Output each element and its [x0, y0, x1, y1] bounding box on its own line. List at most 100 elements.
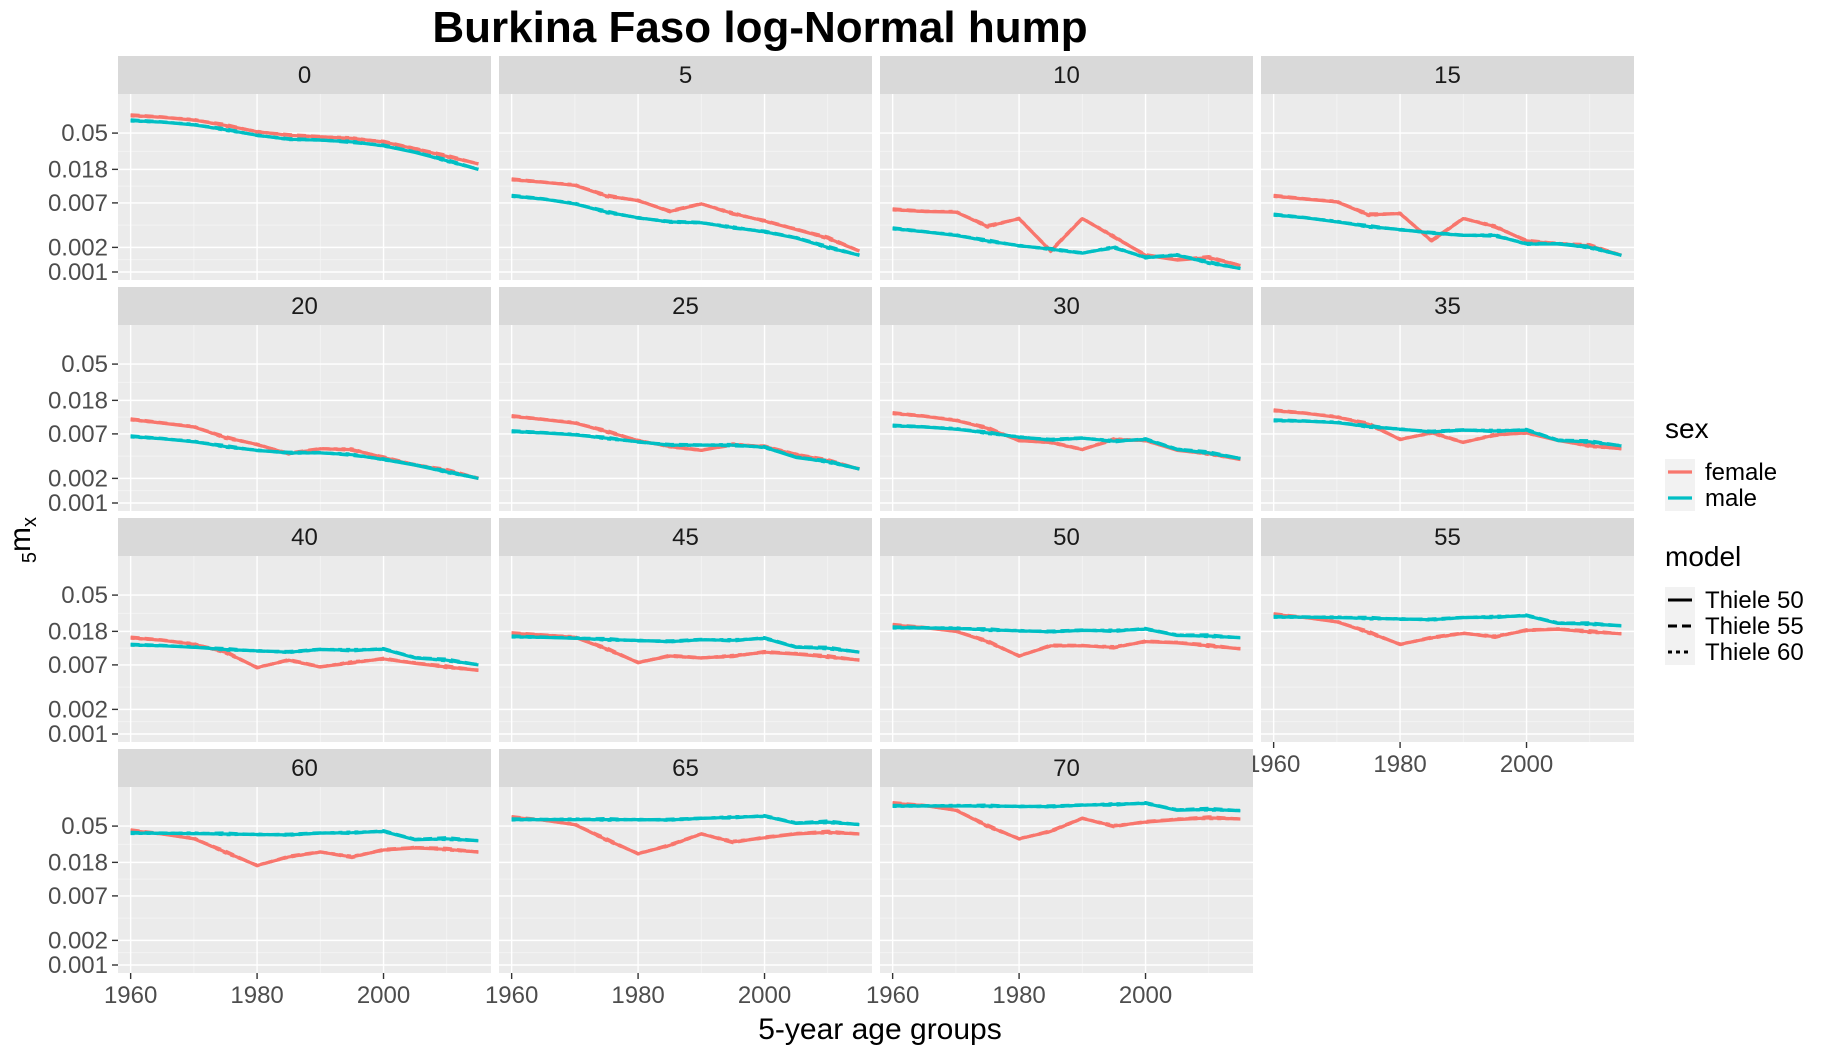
y-tick-label: 0.002 — [48, 234, 108, 261]
facet-strip-label: 40 — [291, 524, 318, 551]
series-line-male-model-3 — [892, 802, 1241, 812]
facet-strip-label: 30 — [1053, 293, 1080, 320]
facet-strip — [880, 56, 1253, 94]
series-line-male-model-3 — [892, 227, 1241, 270]
y-tick-label: 0.002 — [48, 696, 108, 723]
y-tick-label: 0.007 — [48, 190, 108, 217]
legend-label-female: female — [1705, 459, 1777, 486]
series-line-male-model-3 — [1273, 419, 1622, 448]
series-line-female-model-3 — [130, 829, 479, 867]
series-line-male-model-3 — [1273, 614, 1622, 628]
legend-label-model-3: Thiele 60 — [1705, 639, 1804, 666]
facet-strip — [118, 287, 491, 325]
x-tick-label: 1980 — [230, 982, 283, 1009]
facet-panel-70: 70 1960 1980 2000 — [866, 749, 1253, 1009]
series-line-female-model-3 — [130, 636, 479, 672]
svg-text:5mx: 5mx — [4, 517, 41, 563]
series-line-male-model-3 — [892, 424, 1241, 460]
facet-panel-35: 35 — [1261, 287, 1634, 511]
facet-panel-45: 45 — [499, 518, 872, 742]
series-line-male-model-3 — [130, 119, 479, 171]
facet-strip — [118, 749, 491, 787]
series-line-female-model-3 — [892, 802, 1241, 841]
facet-strip-label: 15 — [1434, 62, 1461, 89]
facet-strip-label: 25 — [672, 293, 699, 320]
facet-strip-label: 5 — [679, 62, 692, 89]
y-tick-label: 0.002 — [48, 465, 108, 492]
y-tick-label: 0.05 — [61, 582, 108, 609]
x-tick-label: 2000 — [1119, 982, 1172, 1009]
x-tick-label: 1980 — [611, 982, 664, 1009]
facet-panel-55: 55 1960 1980 2000 — [1247, 518, 1634, 778]
facet-strip — [499, 287, 872, 325]
facet-strip-label: 50 — [1053, 524, 1080, 551]
series-line-male-model-3 — [511, 430, 860, 471]
facet-strip — [880, 287, 1253, 325]
series-line-female-model-3 — [511, 816, 860, 855]
series-line-female-model-3 — [130, 114, 479, 166]
y-tick-label: 0.001 — [48, 952, 108, 979]
series-line-male-model-3 — [892, 626, 1241, 640]
y-axis-title-subscript-x: x — [19, 517, 41, 527]
y-tick-label: 0.018 — [48, 849, 108, 876]
x-tick-label: 1980 — [1373, 751, 1426, 778]
series-line-female-model-3 — [511, 415, 860, 471]
y-tick-label: 0.05 — [61, 813, 108, 840]
y-tick-label: 0.001 — [48, 721, 108, 748]
x-tick-label: 1960 — [866, 982, 919, 1009]
chart-title: Burkina Faso log-Normal hump — [432, 3, 1087, 52]
series-line-male-model-3 — [1273, 213, 1622, 257]
y-tick-label: 0.007 — [48, 883, 108, 910]
series-line-female-model-3 — [892, 623, 1241, 658]
panel-background — [880, 787, 1253, 973]
legend-title-sex: sex — [1665, 413, 1709, 444]
facet-strip — [1261, 56, 1634, 94]
facet-panel-50: 50 — [880, 518, 1253, 742]
facet-strip — [499, 56, 872, 94]
facet-strip-label: 35 — [1434, 293, 1461, 320]
facet-panel-65: 65 1960 1980 2000 — [485, 749, 872, 1009]
facet-strip-label: 65 — [672, 755, 699, 782]
series-line-male-model-3 — [511, 814, 860, 826]
y-tick-label: 0.002 — [48, 927, 108, 954]
facet-strip-label: 60 — [291, 755, 318, 782]
facet-strip — [1261, 518, 1634, 556]
y-axis-title-subscript: 5 — [19, 552, 41, 563]
x-tick-label: 1960 — [485, 982, 538, 1009]
facet-panel-25: 25 — [499, 287, 872, 511]
y-tick-label: 0.007 — [48, 652, 108, 679]
facet-strip — [1261, 287, 1634, 325]
x-tick-label: 2000 — [357, 982, 410, 1009]
y-tick-label: 0.001 — [48, 490, 108, 517]
y-tick-label: 0.018 — [48, 618, 108, 645]
facet-strip — [499, 518, 872, 556]
legend-label-model-2: Thiele 55 — [1705, 613, 1804, 640]
series-line-female-model-3 — [511, 178, 860, 253]
panel-background — [880, 94, 1253, 280]
facet-strip — [880, 749, 1253, 787]
facet-strip-label: 45 — [672, 524, 699, 551]
facet-panel-5: 5 — [499, 56, 872, 280]
panel-background — [499, 94, 872, 280]
x-tick-label: 1980 — [992, 982, 1045, 1009]
x-tick-label: 1960 — [104, 982, 157, 1009]
y-tick-label: 0.05 — [61, 351, 108, 378]
series-line-male-model-3 — [130, 435, 479, 480]
facet-strip-label: 20 — [291, 293, 318, 320]
panel-background — [1261, 325, 1634, 511]
facet-strip — [880, 518, 1253, 556]
facet-panel-15: 15 — [1261, 56, 1634, 280]
legend-label-model-1: Thiele 50 — [1705, 587, 1804, 614]
series-line-male-model-3 — [511, 635, 860, 654]
series-line-male-model-3 — [130, 643, 479, 667]
facet-strip — [499, 749, 872, 787]
facet-strip-label: 10 — [1053, 62, 1080, 89]
facet-strip-label: 55 — [1434, 524, 1461, 551]
y-tick-label: 0.007 — [48, 421, 108, 448]
